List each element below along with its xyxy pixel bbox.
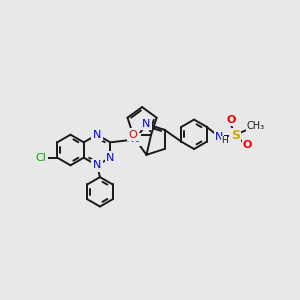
Text: N: N xyxy=(93,130,101,140)
Text: N: N xyxy=(106,153,115,163)
Text: Cl: Cl xyxy=(36,153,46,163)
Text: S: S xyxy=(231,129,240,142)
Text: N: N xyxy=(215,132,223,142)
Text: CH₃: CH₃ xyxy=(247,121,265,131)
Text: N: N xyxy=(93,130,101,140)
Text: H: H xyxy=(221,136,228,145)
Text: O: O xyxy=(243,140,252,150)
Text: O: O xyxy=(226,116,236,125)
Text: N: N xyxy=(131,134,140,144)
Text: N: N xyxy=(93,160,101,170)
Text: N: N xyxy=(142,119,151,129)
Text: O: O xyxy=(129,130,137,140)
